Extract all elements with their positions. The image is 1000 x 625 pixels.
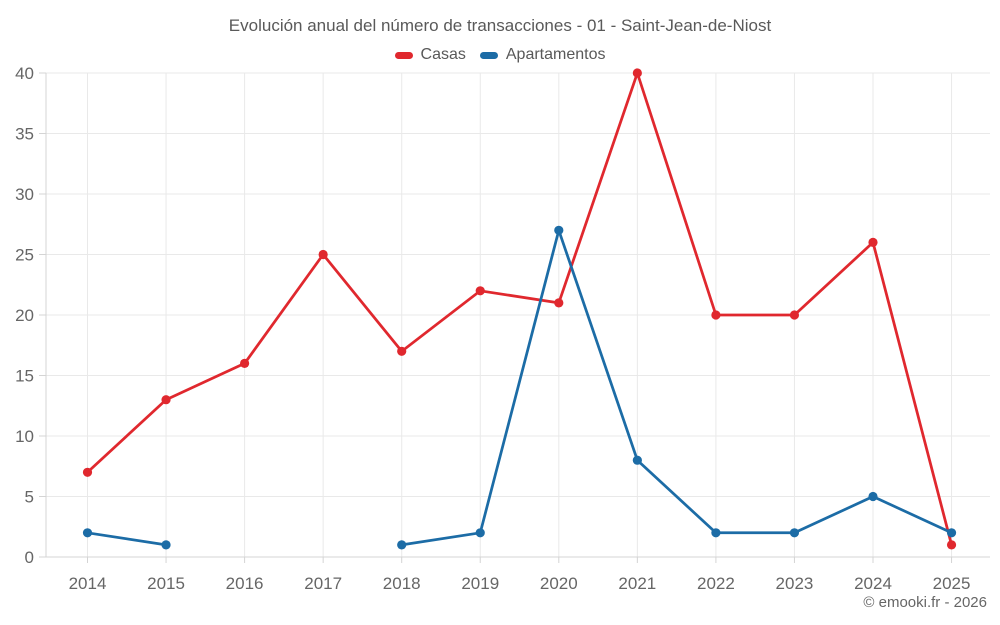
data-point-casas-2015 bbox=[161, 395, 171, 405]
x-tick-label: 2020 bbox=[540, 574, 578, 593]
data-point-casas-2025 bbox=[946, 540, 957, 550]
series-line-apartamentos bbox=[400, 228, 953, 547]
legend-item-casas[interactable]: Casas bbox=[394, 46, 466, 64]
y-tick-label: 40 bbox=[15, 64, 34, 83]
data-point-apartamentos-2015 bbox=[161, 540, 171, 550]
data-point-casas-2021 bbox=[632, 68, 642, 78]
data-point-apartamentos-2014 bbox=[82, 528, 93, 538]
legend-item-apartamentos[interactable]: Apartamentos bbox=[479, 46, 606, 64]
data-point-apartamentos-2019 bbox=[475, 528, 485, 538]
y-tick-label: 0 bbox=[25, 548, 34, 567]
x-tick-label: 2016 bbox=[226, 574, 264, 593]
legend: Casas Apartamentos bbox=[0, 46, 1000, 64]
data-point-casas-2017 bbox=[318, 249, 328, 260]
x-tick-label: 2017 bbox=[304, 574, 342, 593]
x-tick-label: 2024 bbox=[854, 574, 892, 593]
chart-title: Evolución anual del número de transaccio… bbox=[228, 16, 772, 35]
data-point-apartamentos-2024 bbox=[868, 491, 878, 502]
data-point-casas-2016 bbox=[240, 358, 250, 368]
data-point-casas-2023 bbox=[789, 310, 800, 320]
x-tick-label: 2018 bbox=[383, 574, 421, 593]
data-point-apartamentos-2020 bbox=[554, 225, 564, 235]
data-point-apartamentos-2022 bbox=[711, 528, 721, 538]
x-tick-label: 2023 bbox=[776, 574, 814, 593]
data-point-casas-2024 bbox=[868, 237, 878, 247]
x-tick-label: 2014 bbox=[69, 574, 107, 593]
y-tick-label: 20 bbox=[15, 306, 34, 325]
legend-label-casas: Casas bbox=[420, 46, 466, 63]
y-tick-label: 10 bbox=[15, 427, 34, 446]
y-tick-label: 5 bbox=[25, 488, 34, 507]
y-tick-label: 25 bbox=[15, 246, 34, 265]
data-point-casas-2022 bbox=[711, 310, 721, 320]
legend-marker-casas-icon bbox=[394, 51, 413, 59]
data-point-apartamentos-2018 bbox=[397, 540, 407, 550]
copyright: © emooki.fr - 2026 bbox=[863, 594, 987, 611]
data-point-casas-2014 bbox=[82, 467, 93, 477]
legend-label-apartamentos: Apartamentos bbox=[505, 46, 606, 63]
data-point-apartamentos-2025 bbox=[946, 528, 957, 538]
x-tick-label: 2025 bbox=[933, 574, 971, 593]
y-tick-label: 30 bbox=[15, 185, 34, 204]
data-point-casas-2020 bbox=[554, 298, 564, 308]
data-point-casas-2019 bbox=[475, 286, 485, 296]
y-tick-label: 15 bbox=[15, 367, 34, 386]
x-tick-label: 2015 bbox=[147, 574, 185, 593]
series-line-apartamentos bbox=[86, 531, 168, 547]
y-tick-label: 35 bbox=[15, 125, 34, 144]
data-point-casas-2018 bbox=[397, 346, 407, 356]
x-tick-label: 2021 bbox=[618, 574, 656, 593]
series-line-casas bbox=[86, 71, 953, 547]
x-tick-label: 2019 bbox=[461, 574, 499, 593]
x-tick-label: 2022 bbox=[697, 574, 735, 593]
legend-marker-apartamentos-icon bbox=[479, 51, 498, 59]
data-point-apartamentos-2023 bbox=[789, 528, 800, 538]
data-point-apartamentos-2021 bbox=[632, 455, 642, 465]
